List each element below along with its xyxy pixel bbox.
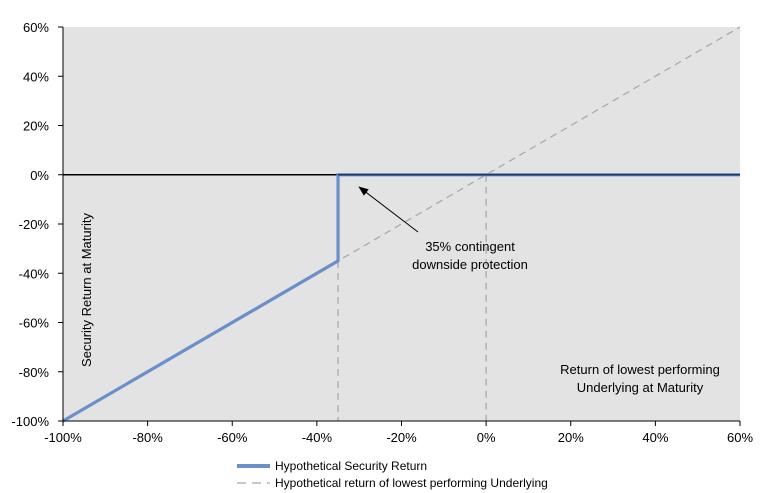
legend-label-underlying-return: Hypothetical return of lowest performing… <box>275 476 548 490</box>
x-axis-title-line-2: Underlying at Maturity <box>577 380 704 395</box>
x-tick-label: -40% <box>302 430 333 445</box>
legend-label-security-return: Hypothetical Security Return <box>275 459 427 473</box>
y-tick-label: -100% <box>11 414 49 429</box>
x-tick-label: 0% <box>477 430 496 445</box>
x-axis-title-line-1: Return of lowest performing <box>560 362 720 377</box>
y-tick-label: -80% <box>19 365 50 380</box>
x-tick-label: 20% <box>558 430 584 445</box>
y-tick-label: 0% <box>30 168 49 183</box>
x-tick-label: 60% <box>727 430 753 445</box>
series-line-underlying-return <box>62 26 741 422</box>
x-tick-label: -60% <box>217 430 248 445</box>
y-tick-label: 20% <box>23 119 49 134</box>
annotation-line-1: 35% contingent <box>425 239 515 254</box>
y-tick-label: 40% <box>23 69 49 84</box>
legend: Hypothetical Security Return Hypothetica… <box>237 459 548 490</box>
y-tick-label: 60% <box>23 20 49 35</box>
annotation-arrow <box>358 186 419 233</box>
y-tick-label: -20% <box>19 217 50 232</box>
y-tick-label: -60% <box>19 316 50 331</box>
x-tick-label: -80% <box>132 430 163 445</box>
x-tick-label: -100% <box>44 430 82 445</box>
x-tick-label: 40% <box>642 430 668 445</box>
annotation-line-2: downside protection <box>412 257 528 272</box>
x-tick-label: -20% <box>386 430 417 445</box>
y-tick-label: -40% <box>19 266 50 281</box>
y-axis-title: Security Return at Maturity <box>79 213 94 367</box>
